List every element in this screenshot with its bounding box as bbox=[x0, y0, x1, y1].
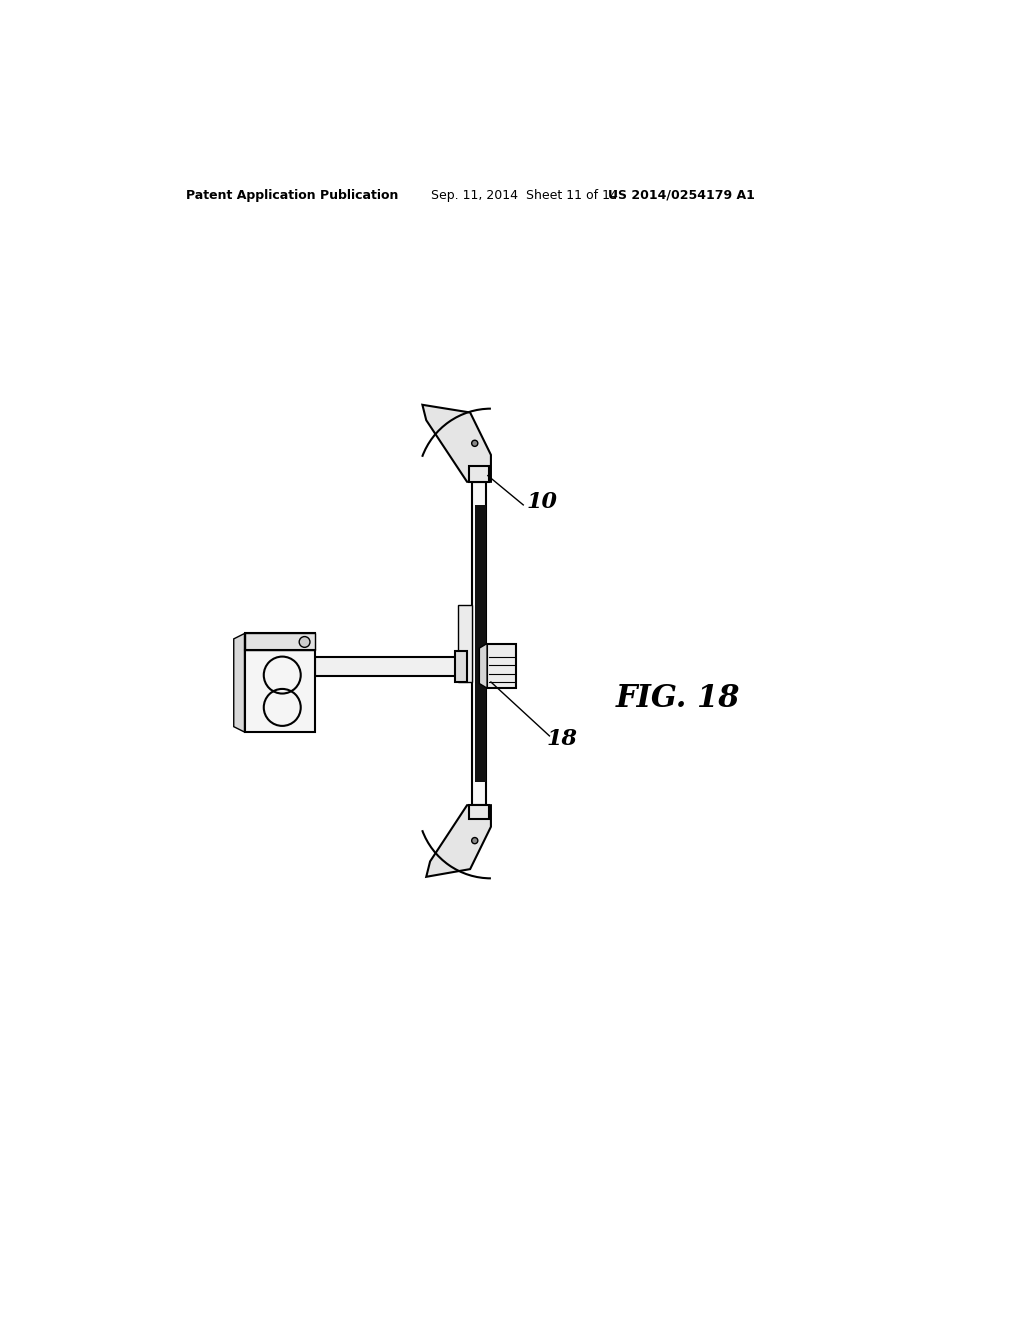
Circle shape bbox=[472, 838, 478, 843]
Bar bbox=[458, 605, 472, 682]
Bar bbox=[245, 634, 315, 733]
Text: Patent Application Publication: Patent Application Publication bbox=[186, 189, 398, 202]
Polygon shape bbox=[233, 634, 245, 733]
Bar bbox=[472, 482, 486, 805]
Bar bbox=[245, 634, 315, 651]
Text: 18: 18 bbox=[547, 729, 578, 750]
Bar bbox=[315, 657, 461, 676]
Text: Sep. 11, 2014  Sheet 11 of 14: Sep. 11, 2014 Sheet 11 of 14 bbox=[431, 189, 617, 202]
Bar bbox=[469, 805, 489, 818]
Bar bbox=[455, 651, 467, 682]
Circle shape bbox=[472, 441, 478, 446]
Text: 10: 10 bbox=[526, 491, 557, 513]
Text: US 2014/0254179 A1: US 2014/0254179 A1 bbox=[608, 189, 755, 202]
Circle shape bbox=[299, 636, 310, 647]
Bar bbox=[475, 506, 485, 781]
Polygon shape bbox=[422, 405, 490, 482]
Text: FIG. 18: FIG. 18 bbox=[615, 684, 740, 714]
Bar bbox=[487, 644, 516, 688]
Polygon shape bbox=[479, 644, 487, 688]
Polygon shape bbox=[426, 805, 490, 876]
Bar bbox=[469, 466, 489, 482]
